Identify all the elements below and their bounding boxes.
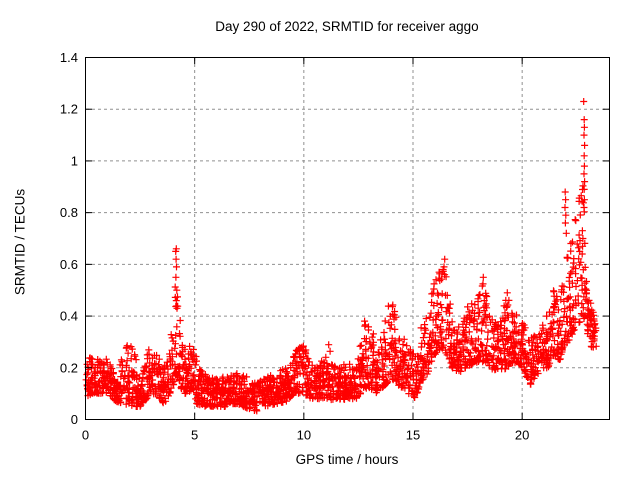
x-tick-label: 20 [515, 428, 529, 443]
x-tick-label: 5 [191, 428, 198, 443]
y-tick-label: 0.2 [60, 360, 78, 375]
x-tick-label: 15 [406, 428, 420, 443]
y-tick-label: 1 [71, 153, 78, 168]
y-tick-label: 1.2 [60, 102, 78, 117]
y-tick-label: 0 [71, 412, 78, 427]
plot-border [85, 57, 610, 420]
scatter-series [82, 98, 600, 415]
y-axis-label: SRMTID / TECUs [12, 188, 28, 296]
x-tick-label: 10 [297, 428, 311, 443]
x-axis-label: GPS time / hours [295, 452, 399, 467]
chart-title: Day 290 of 2022, SRMTID for receiver agg… [215, 19, 479, 34]
y-tick-label: 0.8 [60, 205, 78, 220]
y-tick-label: 0.4 [60, 309, 78, 324]
y-tick-label: 1.4 [60, 50, 78, 65]
y-tick-label: 0.6 [60, 257, 78, 272]
x-tick-label: 0 [82, 428, 89, 443]
